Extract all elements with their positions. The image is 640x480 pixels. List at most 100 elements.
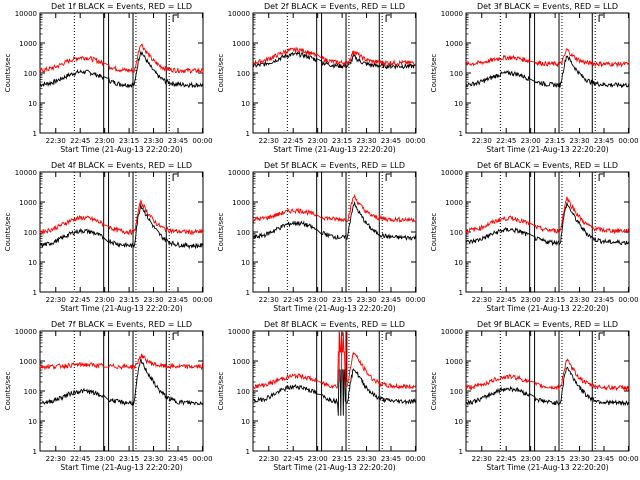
series-line-lld [39, 353, 204, 371]
x-tick-label: 23:30 [569, 455, 589, 463]
plot-frame [252, 171, 417, 293]
x-tick-label: 23:45 [381, 455, 401, 463]
y-tick-label: 1 [459, 289, 463, 297]
y-tick-label: 10000 [441, 328, 463, 336]
y-tick-label: 1 [459, 448, 463, 456]
series-line-lld [252, 46, 417, 67]
panel-title: Det 6f BLACK = Events, RED = LLD [477, 161, 618, 170]
panel-title: Det 3f BLACK = Events, RED = LLD [477, 2, 618, 11]
x-tick-label: 22:45 [283, 296, 303, 304]
x-tick-label: 22:30 [472, 137, 492, 145]
series-line-events [39, 203, 204, 250]
x-tick-label: 23:15 [332, 137, 352, 145]
y-tick-label: 10 [454, 100, 463, 108]
y-tick-label: 1 [246, 448, 250, 456]
series-line-lld [39, 199, 204, 236]
y-tick-label: 1000 [19, 40, 37, 48]
x-tick-label: 22:45 [283, 455, 303, 463]
y-tick-label: 10 [241, 100, 250, 108]
y-axis-label: Counts/sec [430, 372, 438, 411]
detector-panel-2: Det 2f BLACK = Events, RED = LLD 1 10 100 10… [217, 2, 426, 154]
series-line-events [252, 368, 417, 416]
x-tick-label: 00:00 [405, 137, 425, 145]
y-tick-label: 100 [24, 70, 37, 78]
y-tick-label: 10000 [228, 10, 250, 18]
x-tick-label: 23:15 [545, 137, 565, 145]
x-axis-label: Start Time (21-Aug-13 22:20:20) [486, 304, 608, 313]
y-tick-label: 1000 [232, 40, 250, 48]
x-tick-label: 23:15 [119, 137, 139, 145]
attenuator-marker [598, 14, 604, 22]
attenuator-marker [172, 173, 178, 181]
x-tick-label: 23:00 [308, 296, 328, 304]
y-tick-label: 10 [28, 259, 37, 267]
y-tick-label: 10000 [228, 328, 250, 336]
attenuator-marker [385, 14, 391, 22]
detector-panel-9: Det 9f BLACK = Events, RED = LLD 1 10 100 10… [430, 320, 639, 472]
x-tick-label: 23:45 [594, 455, 614, 463]
x-tick-label: 23:00 [95, 296, 115, 304]
y-tick-label: 1000 [232, 199, 250, 207]
y-tick-label: 1 [33, 130, 37, 138]
x-axis-label: Start Time (21-Aug-13 22:20:20) [273, 463, 395, 472]
x-axis-label: Start Time (21-Aug-13 22:20:20) [60, 145, 182, 154]
y-tick-label: 10000 [15, 10, 37, 18]
x-axis-label: Start Time (21-Aug-13 22:20:20) [273, 304, 395, 313]
x-tick-label: 22:30 [46, 455, 66, 463]
series-line-events [252, 200, 417, 241]
x-tick-label: 23:00 [521, 455, 541, 463]
x-tick-label: 23:15 [119, 296, 139, 304]
x-tick-label: 23:30 [356, 137, 376, 145]
x-tick-label: 23:30 [569, 137, 589, 145]
y-axis-label: Counts/sec [217, 54, 225, 93]
y-tick-label: 1000 [445, 40, 463, 48]
series-line-lld [465, 47, 630, 69]
plot-frame [465, 12, 630, 134]
x-tick-label: 22:45 [496, 455, 516, 463]
detector-panel-5: Det 5f BLACK = Events, RED = LLD 1 10 100 10… [217, 161, 426, 313]
x-axis-label: Start Time (21-Aug-13 22:20:20) [273, 145, 395, 154]
y-tick-label: 100 [237, 70, 250, 78]
y-axis-label: Counts/sec [4, 213, 12, 252]
y-tick-label: 100 [24, 388, 37, 396]
series-line-lld [252, 332, 417, 390]
panel-title: Det 7f BLACK = Events, RED = LLD [51, 320, 192, 329]
x-tick-label: 00:00 [405, 455, 425, 463]
y-tick-label: 100 [450, 70, 463, 78]
x-tick-label: 22:30 [259, 455, 279, 463]
x-tick-label: 00:00 [618, 455, 638, 463]
plot-frame [465, 330, 630, 452]
y-tick-label: 10000 [228, 169, 250, 177]
x-tick-label: 23:15 [332, 296, 352, 304]
y-tick-label: 1000 [445, 358, 463, 366]
y-tick-label: 1 [33, 289, 37, 297]
x-tick-label: 00:00 [192, 137, 212, 145]
y-axis-label: Counts/sec [430, 54, 438, 93]
y-tick-label: 10 [454, 259, 463, 267]
y-tick-label: 10000 [15, 328, 37, 336]
y-tick-label: 1000 [232, 358, 250, 366]
detector-panel-7: Det 7f BLACK = Events, RED = LLD 1 10 100 10… [4, 320, 213, 472]
panel-title: Det 9f BLACK = Events, RED = LLD [477, 320, 618, 329]
x-tick-label: 00:00 [618, 137, 638, 145]
x-tick-label: 22:45 [283, 137, 303, 145]
detector-panel-3: Det 3f BLACK = Events, RED = LLD 1 10 100 10… [430, 2, 639, 154]
x-tick-label: 23:45 [381, 296, 401, 304]
y-tick-label: 100 [237, 388, 250, 396]
x-tick-label: 23:45 [168, 455, 188, 463]
y-tick-label: 10 [28, 418, 37, 426]
x-axis-label: Start Time (21-Aug-13 22:20:20) [486, 145, 608, 154]
plot-frame [252, 12, 417, 134]
series-line-events [465, 202, 630, 247]
x-tick-label: 23:15 [119, 455, 139, 463]
y-axis-label: Counts/sec [217, 372, 225, 411]
attenuator-marker [172, 332, 178, 340]
x-tick-label: 22:30 [472, 296, 492, 304]
y-tick-label: 10000 [15, 169, 37, 177]
x-axis-label: Start Time (21-Aug-13 22:20:20) [60, 463, 182, 472]
series-line-lld [252, 193, 417, 223]
x-tick-label: 00:00 [192, 455, 212, 463]
detector-panel-6: Det 6f BLACK = Events, RED = LLD 1 10 100 10… [430, 161, 639, 313]
y-tick-label: 1 [246, 130, 250, 138]
y-axis-label: Counts/sec [4, 54, 12, 93]
